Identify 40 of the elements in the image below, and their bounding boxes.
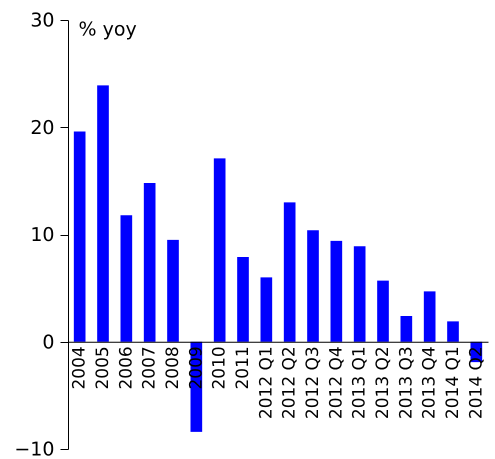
- x-tick-label: 2012 Q1: [256, 346, 276, 420]
- x-tick-label: 2011: [233, 346, 253, 390]
- x-tick-label: 2013 Q2: [373, 346, 393, 420]
- y-tick-label: 10: [30, 224, 54, 246]
- bar: [400, 316, 412, 342]
- x-tick-label: 2012 Q3: [303, 346, 323, 420]
- bar: [120, 215, 132, 342]
- x-tick-label: 2008: [163, 346, 183, 390]
- bar: [97, 85, 109, 342]
- x-tick-label: 2013 Q4: [420, 346, 440, 420]
- x-tick-label: 2007: [140, 346, 160, 390]
- bar: [377, 280, 389, 342]
- bar: [307, 230, 319, 342]
- x-tick-label: 2006: [116, 346, 136, 390]
- bar: [237, 257, 249, 342]
- bar: [74, 132, 86, 342]
- x-tick-label: 2013 Q3: [396, 346, 416, 420]
- x-tick-label: 2012 Q2: [280, 346, 300, 420]
- bar: [167, 240, 179, 342]
- bar: [260, 277, 272, 342]
- bar: [330, 240, 342, 342]
- x-tick-label: 2012 Q4: [326, 346, 346, 420]
- bar: [284, 202, 296, 342]
- bar: [354, 246, 366, 342]
- y-tick-label: −10: [14, 438, 54, 459]
- x-tick-label: 2004: [70, 346, 90, 390]
- bar: [424, 291, 436, 342]
- x-tick-label: 2010: [210, 346, 230, 390]
- y-tick-label: 20: [30, 116, 54, 139]
- y-tick-label: 0: [42, 331, 54, 354]
- x-tick-label: 2014 Q1: [443, 346, 463, 420]
- bar: [144, 183, 156, 342]
- bar: [214, 158, 226, 342]
- y-tick-label: 30: [30, 10, 54, 32]
- x-tick-label: 2013 Q1: [350, 346, 370, 420]
- x-tick-label: 2014 Q2: [466, 346, 486, 420]
- x-tick-label: 2009: [186, 346, 206, 390]
- bar: [447, 321, 459, 342]
- x-tick-label: 2005: [93, 346, 113, 390]
- y-axis-title: % yoy: [78, 18, 137, 40]
